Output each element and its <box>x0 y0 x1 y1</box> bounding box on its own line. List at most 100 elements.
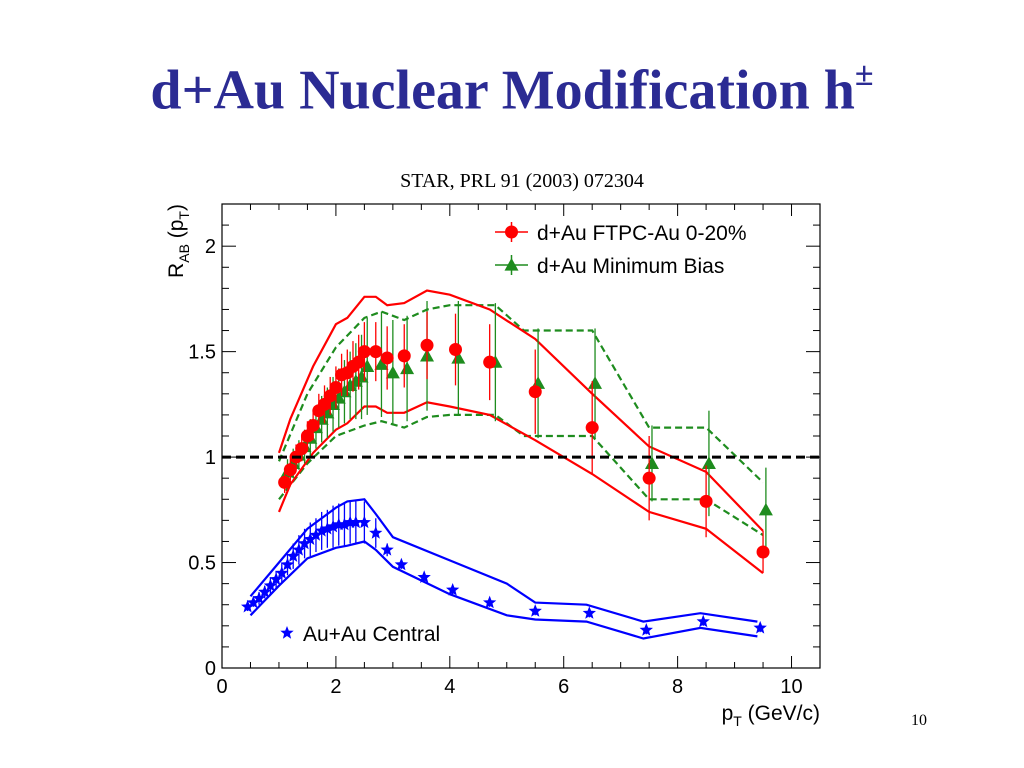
y-tick-label: 2 <box>205 236 216 258</box>
y-axis-title-subscript: AB <box>176 244 192 263</box>
triangle-data-point <box>701 456 716 470</box>
triangle-data-point <box>385 365 400 379</box>
circle-data-point <box>306 418 320 432</box>
star-data-point <box>528 604 542 617</box>
star-data-point <box>292 542 306 556</box>
circle-data-point <box>449 343 463 357</box>
star-data-point <box>332 517 346 531</box>
x-axis-title-subscript: T <box>733 713 742 729</box>
triangle-data-point <box>451 350 466 364</box>
triangle-series-band-upper <box>277 304 764 484</box>
circle-series-band-upper <box>277 289 764 532</box>
slide-number: 10 <box>911 712 927 729</box>
star-data-point <box>303 532 317 545</box>
circle-series-band-lower <box>277 401 764 574</box>
y-tick-label: 1 <box>205 447 216 469</box>
star-data-point <box>337 517 352 531</box>
star-data-point <box>582 606 596 619</box>
star-data-point <box>320 521 334 535</box>
star-data-point <box>349 515 363 529</box>
systematic-bands <box>249 289 764 640</box>
x-tick-label: 4 <box>444 676 455 698</box>
y-tick-label: 0.5 <box>188 553 216 575</box>
triangle-data-point <box>320 405 335 419</box>
star-data-point <box>380 542 394 556</box>
circle-data-point <box>585 421 599 435</box>
circle-data-point <box>283 463 297 477</box>
star-data-point <box>258 585 272 598</box>
x-tick-label: 6 <box>558 676 569 698</box>
y-axis-title: RAB (pT) <box>165 204 192 278</box>
circle-data-point <box>397 349 411 363</box>
slide-title-text: d+Au Nuclear Modification h <box>150 59 855 122</box>
y-axis-title-close: ) <box>165 204 188 211</box>
star-data-point <box>696 614 710 628</box>
y-axis-title-tail-subscript: T <box>176 211 192 220</box>
star-data-point <box>252 591 266 605</box>
legend-label: Au+Au Central <box>303 623 440 646</box>
y-tick-label: 1.5 <box>188 342 216 364</box>
triangle-data-point <box>400 361 415 375</box>
y-axis-title-tail: (p <box>165 220 188 245</box>
legend-triangle-marker <box>504 258 519 271</box>
star-data-point <box>343 515 357 529</box>
star-data-point <box>483 595 497 609</box>
circle-data-point <box>329 380 343 394</box>
legend-label: d+Au Minimum Bias <box>537 255 724 278</box>
star-data-point <box>315 523 329 537</box>
x-axis-title-unit: (GeV/c) <box>742 702 820 725</box>
triangle-data-point <box>337 384 352 398</box>
star-data-point <box>297 536 312 550</box>
x-axis-title-main: p <box>722 702 734 725</box>
triangle-series-band-lower <box>278 413 764 537</box>
citation: STAR, PRL 91 (2003) 072304 <box>400 170 644 192</box>
y-axis-title-main: R <box>165 263 188 278</box>
circle-data-point <box>369 345 383 359</box>
x-tick-label: 10 <box>780 676 802 698</box>
star-data-point <box>280 557 295 571</box>
circle-data-point <box>528 385 542 399</box>
x-tick-label: 0 <box>216 676 227 698</box>
star-data-point <box>417 570 431 583</box>
legend-star-marker <box>280 626 294 639</box>
star-data-point <box>369 526 383 539</box>
circle-data-point <box>278 475 292 489</box>
triangle-data-point <box>644 456 659 470</box>
circle-data-point <box>642 471 656 485</box>
triangle-data-point <box>374 357 389 370</box>
legend-circle-marker <box>505 225 518 239</box>
circle-data-point <box>483 355 497 369</box>
star-data-point <box>394 557 409 571</box>
legend-label: d+Au FTPC-Au 0-20% <box>537 222 747 245</box>
x-tick-label: 2 <box>330 676 341 698</box>
x-axis-title: pT (GeV/c) <box>722 702 820 729</box>
triangle-data-point <box>354 369 369 383</box>
circle-data-point <box>357 345 371 359</box>
star-data-point <box>326 519 340 533</box>
star-data-point <box>241 599 255 613</box>
star-series-band-upper <box>249 498 758 623</box>
star-data-point <box>263 578 278 592</box>
star-data-point <box>639 623 653 636</box>
slide-title: d+Au Nuclear Modification h± <box>0 58 1024 122</box>
y-tick-label: 0 <box>205 658 216 680</box>
circle-data-point <box>352 355 366 369</box>
triangle-data-point <box>588 376 603 389</box>
circle-data-point <box>295 442 309 456</box>
circle-data-point <box>756 545 770 559</box>
triangle-data-point <box>758 502 773 516</box>
star-series-band-lower <box>249 540 758 640</box>
star-data-point <box>446 583 460 596</box>
circle-data-point <box>699 494 713 508</box>
circle-data-point <box>420 338 434 352</box>
circle-data-point <box>300 429 314 443</box>
chart-legend: d+Au FTPC-Au 0-20% d+Au Minimum Bias Au+Au… <box>280 222 747 646</box>
star-data-point <box>275 566 289 579</box>
star-data-point <box>269 572 283 586</box>
x-tick-label: 8 <box>672 676 683 698</box>
star-data-point <box>309 528 323 541</box>
star-data-point <box>246 595 260 609</box>
star-data-point <box>357 515 371 529</box>
